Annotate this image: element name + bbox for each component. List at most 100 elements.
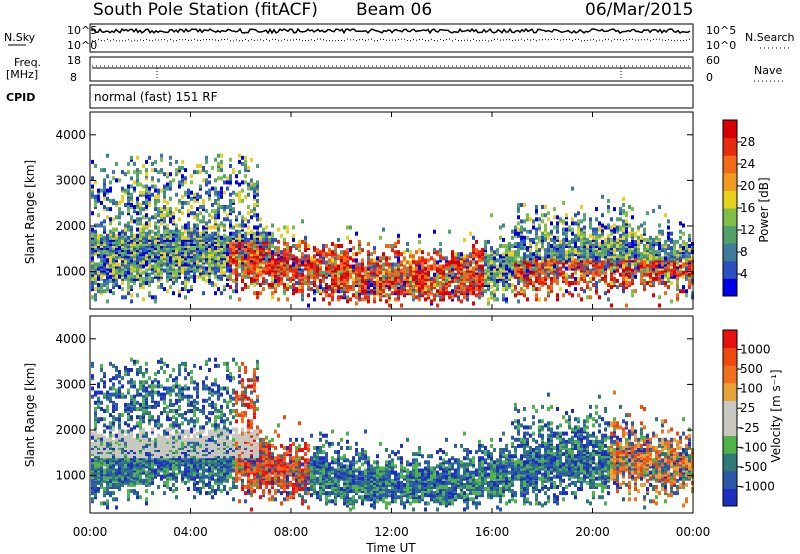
echo-cell <box>190 196 193 201</box>
echo-cell <box>115 402 118 407</box>
echo-cell <box>130 489 133 494</box>
echo-cell <box>184 254 187 259</box>
echo-cell <box>184 266 187 271</box>
echo-cell <box>658 237 661 242</box>
echo-cell <box>544 223 547 228</box>
echo-cell <box>223 270 226 275</box>
echo-cell <box>349 239 352 244</box>
echo-cell <box>409 281 412 285</box>
echo-cell <box>655 252 658 257</box>
echo-cell <box>541 256 544 261</box>
echo-cell <box>112 404 115 409</box>
echo-cell <box>562 237 565 242</box>
echo-cell <box>376 262 379 267</box>
echo-cell <box>496 287 499 292</box>
echo-cell <box>613 242 616 246</box>
echo-cell <box>202 233 205 238</box>
echo-cell <box>514 250 517 255</box>
echo-cell <box>112 466 115 471</box>
echo-cell <box>196 231 199 236</box>
echo-cell <box>202 237 205 242</box>
echo-cell <box>169 233 172 238</box>
echo-cell <box>397 274 400 279</box>
echo-cell <box>547 258 550 263</box>
echo-cell <box>331 274 334 279</box>
echo-cell <box>511 252 514 257</box>
echo-cell <box>394 289 397 294</box>
echo-cell <box>601 270 604 275</box>
echo-cell <box>274 278 277 283</box>
echo-cell <box>679 221 682 226</box>
echo-cell <box>496 278 499 283</box>
echo-cell <box>331 281 334 285</box>
echo-cell <box>661 270 664 275</box>
echo-cell <box>631 246 634 251</box>
echo-cell <box>319 289 322 294</box>
echo-cell <box>688 258 691 263</box>
echo-cell <box>547 274 550 279</box>
echo-cell <box>454 266 457 271</box>
echo-cell <box>520 229 523 234</box>
echo-cell <box>136 182 139 187</box>
echo-cell <box>145 221 148 226</box>
echo-cell <box>388 262 391 267</box>
echo-cell <box>241 246 244 251</box>
echo-cell <box>580 258 583 263</box>
echo-cell <box>568 252 571 257</box>
echo-cell <box>610 242 613 246</box>
echo-cell <box>103 450 106 455</box>
echo-cell <box>94 293 97 298</box>
echo-cell <box>445 256 448 261</box>
echo-cell <box>562 219 565 224</box>
echo-cell <box>109 437 112 442</box>
echo-cell <box>505 270 508 275</box>
echo-cell <box>649 264 652 269</box>
echo-cell <box>229 258 232 263</box>
echo-cell <box>271 258 274 263</box>
echo-cell <box>517 248 520 253</box>
echo-cell <box>223 246 226 251</box>
echo-cell <box>184 246 187 251</box>
echo-cell <box>238 153 241 158</box>
echo-cell <box>619 254 622 259</box>
echo-cell <box>100 462 103 467</box>
echo-cell <box>232 233 235 238</box>
echo-cell <box>217 223 220 228</box>
echo-cell <box>178 258 181 263</box>
echo-cell <box>187 266 190 271</box>
echo-cell <box>562 231 565 236</box>
echo-cell <box>499 225 502 230</box>
echo-cell <box>211 281 214 285</box>
echo-cell <box>187 229 190 234</box>
echo-cell <box>562 250 565 255</box>
echo-cell <box>328 248 331 253</box>
echo-cell <box>244 237 247 242</box>
echo-cell <box>211 237 214 242</box>
echo-cell <box>508 254 511 259</box>
echo-cell <box>175 172 178 177</box>
echo-cell <box>100 233 103 238</box>
echo-cell <box>415 266 418 271</box>
echo-cell <box>331 254 334 259</box>
echo-cell <box>586 270 589 275</box>
echo-cell <box>577 227 580 232</box>
echo-cell <box>493 250 496 255</box>
echo-cell <box>367 270 370 275</box>
echo-cell <box>106 188 109 193</box>
echo-cell <box>118 427 121 432</box>
echo-cell <box>247 168 250 173</box>
echo-cell <box>157 276 160 281</box>
echo-cell <box>148 203 151 207</box>
echo-cell <box>133 207 136 212</box>
echo-cell <box>496 274 499 279</box>
echo-cell <box>466 270 469 275</box>
echo-cell <box>295 244 298 248</box>
echo-cell <box>499 262 502 267</box>
echo-cell <box>622 203 625 207</box>
echo-cell <box>121 246 124 251</box>
echo-cell <box>121 287 124 292</box>
echo-cell <box>130 433 133 438</box>
echo-cell <box>130 237 133 242</box>
echo-cell <box>490 258 493 263</box>
echo-cell <box>208 190 211 195</box>
